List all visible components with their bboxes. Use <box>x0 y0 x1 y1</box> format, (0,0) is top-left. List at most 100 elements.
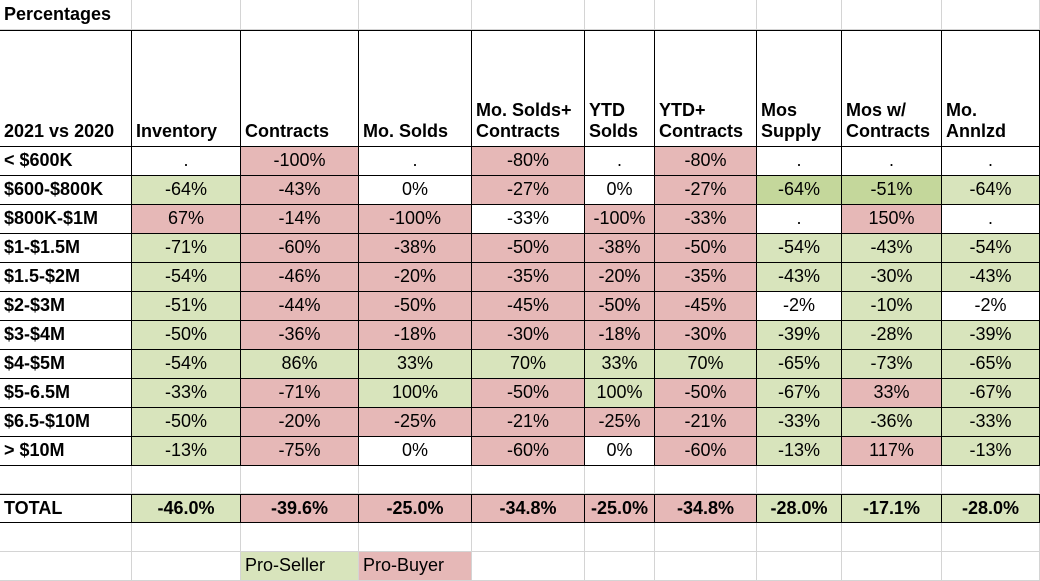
data-cell[interactable]: -10% <box>842 292 942 321</box>
row-label[interactable]: < $600K <box>0 147 132 176</box>
data-cell[interactable]: -20% <box>359 263 472 292</box>
data-cell[interactable]: -64% <box>942 176 1040 205</box>
empty-cell[interactable] <box>241 0 359 30</box>
empty-cell[interactable] <box>0 552 132 581</box>
data-cell[interactable]: -80% <box>655 147 757 176</box>
data-cell[interactable]: . <box>842 147 942 176</box>
empty-cell[interactable] <box>757 466 842 494</box>
data-cell[interactable]: -50% <box>472 379 585 408</box>
data-cell[interactable]: -60% <box>241 234 359 263</box>
data-cell[interactable]: -65% <box>757 350 842 379</box>
empty-cell[interactable] <box>842 466 942 494</box>
row-label[interactable]: $5-6.5M <box>0 379 132 408</box>
empty-cell[interactable] <box>655 466 757 494</box>
total-cell[interactable]: -25.0% <box>359 494 472 523</box>
data-cell[interactable]: 33% <box>842 379 942 408</box>
data-cell[interactable]: -25% <box>585 408 655 437</box>
empty-cell[interactable] <box>359 466 472 494</box>
data-cell[interactable]: -38% <box>585 234 655 263</box>
data-cell[interactable]: -2% <box>757 292 842 321</box>
data-cell[interactable]: -27% <box>655 176 757 205</box>
data-cell[interactable]: 100% <box>359 379 472 408</box>
data-cell[interactable]: -54% <box>942 234 1040 263</box>
empty-cell[interactable] <box>132 466 241 494</box>
empty-cell[interactable] <box>0 523 132 552</box>
total-cell[interactable]: -34.8% <box>472 494 585 523</box>
data-cell[interactable]: 0% <box>359 437 472 466</box>
empty-cell[interactable] <box>359 523 472 552</box>
data-cell[interactable]: -64% <box>132 176 241 205</box>
column-header[interactable]: Mo. Annlzd <box>942 30 1040 147</box>
data-cell[interactable]: 70% <box>655 350 757 379</box>
empty-cell[interactable] <box>472 523 585 552</box>
data-cell[interactable]: . <box>757 147 842 176</box>
empty-cell[interactable] <box>942 466 1040 494</box>
data-cell[interactable]: -100% <box>359 205 472 234</box>
total-cell[interactable]: -34.8% <box>655 494 757 523</box>
data-cell[interactable]: -20% <box>241 408 359 437</box>
row-label[interactable]: $6.5-$10M <box>0 408 132 437</box>
empty-cell[interactable] <box>132 0 241 30</box>
data-cell[interactable]: 117% <box>842 437 942 466</box>
data-cell[interactable]: -30% <box>655 321 757 350</box>
data-cell[interactable]: -80% <box>472 147 585 176</box>
empty-cell[interactable] <box>842 552 942 581</box>
data-cell[interactable]: -43% <box>757 263 842 292</box>
data-cell[interactable]: -50% <box>655 234 757 263</box>
empty-cell[interactable] <box>655 523 757 552</box>
data-cell[interactable]: -28% <box>842 321 942 350</box>
data-cell[interactable]: -51% <box>842 176 942 205</box>
data-cell[interactable]: . <box>942 205 1040 234</box>
empty-cell[interactable] <box>0 466 132 494</box>
total-cell[interactable]: -46.0% <box>132 494 241 523</box>
data-cell[interactable]: -39% <box>757 321 842 350</box>
data-cell[interactable]: 0% <box>585 176 655 205</box>
empty-cell[interactable] <box>842 0 942 30</box>
data-cell[interactable]: -50% <box>132 321 241 350</box>
data-cell[interactable]: -64% <box>757 176 842 205</box>
data-cell[interactable]: -21% <box>472 408 585 437</box>
row-label-header[interactable]: 2021 vs 2020 <box>0 30 132 147</box>
data-cell[interactable]: -51% <box>132 292 241 321</box>
data-cell[interactable]: -20% <box>585 263 655 292</box>
column-header[interactable]: YTD Solds <box>585 30 655 147</box>
data-cell[interactable]: -33% <box>757 408 842 437</box>
data-cell[interactable]: -100% <box>585 205 655 234</box>
data-cell[interactable]: -54% <box>132 263 241 292</box>
data-cell[interactable]: -18% <box>585 321 655 350</box>
data-cell[interactable]: -13% <box>132 437 241 466</box>
data-cell[interactable]: 33% <box>585 350 655 379</box>
empty-cell[interactable] <box>359 0 472 30</box>
data-cell[interactable]: 0% <box>585 437 655 466</box>
data-cell[interactable]: 86% <box>241 350 359 379</box>
data-cell[interactable]: -54% <box>132 350 241 379</box>
data-cell[interactable]: -39% <box>942 321 1040 350</box>
total-cell[interactable]: -28.0% <box>942 494 1040 523</box>
empty-cell[interactable] <box>585 552 655 581</box>
data-cell[interactable]: -50% <box>472 234 585 263</box>
row-label[interactable]: $1.5-$2M <box>0 263 132 292</box>
empty-cell[interactable] <box>241 466 359 494</box>
empty-cell[interactable] <box>585 0 655 30</box>
data-cell[interactable]: -25% <box>359 408 472 437</box>
data-cell[interactable]: 70% <box>472 350 585 379</box>
data-cell[interactable]: -45% <box>655 292 757 321</box>
data-cell[interactable]: -35% <box>655 263 757 292</box>
data-cell[interactable]: . <box>757 205 842 234</box>
data-cell[interactable]: -46% <box>241 263 359 292</box>
column-header[interactable]: YTD+ Contracts <box>655 30 757 147</box>
row-label[interactable]: $2-$3M <box>0 292 132 321</box>
empty-cell[interactable] <box>942 523 1040 552</box>
empty-cell[interactable] <box>585 523 655 552</box>
data-cell[interactable]: -43% <box>842 234 942 263</box>
data-cell[interactable]: . <box>585 147 655 176</box>
row-label[interactable]: $3-$4M <box>0 321 132 350</box>
data-cell[interactable]: -43% <box>241 176 359 205</box>
total-cell[interactable]: -25.0% <box>585 494 655 523</box>
data-cell[interactable]: . <box>359 147 472 176</box>
data-cell[interactable]: 33% <box>359 350 472 379</box>
empty-cell[interactable] <box>132 523 241 552</box>
data-cell[interactable]: -43% <box>942 263 1040 292</box>
total-cell[interactable]: -39.6% <box>241 494 359 523</box>
data-cell[interactable]: -36% <box>842 408 942 437</box>
